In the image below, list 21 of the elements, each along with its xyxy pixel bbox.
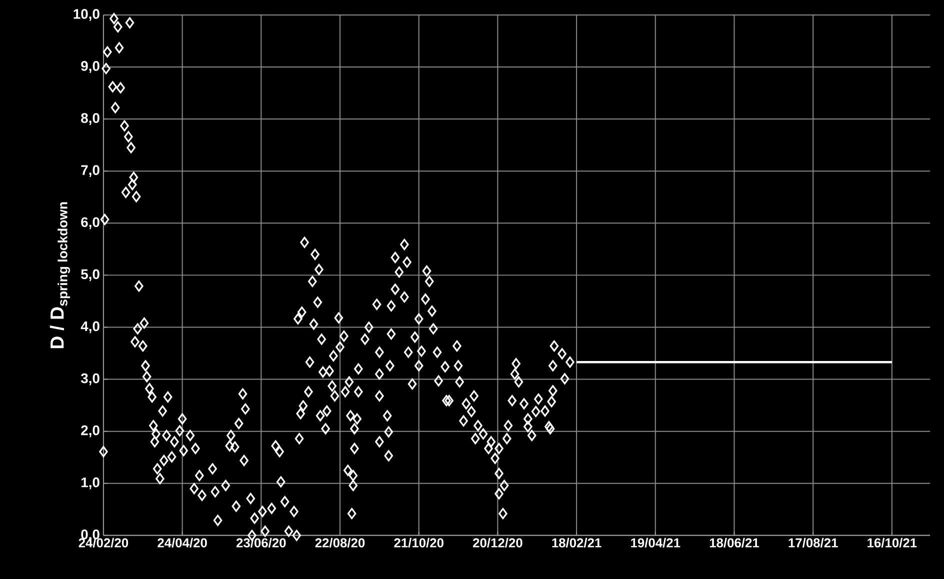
y-tick-label: 6,0 bbox=[81, 217, 100, 229]
y-tick-label: 10,0 bbox=[74, 8, 100, 21]
x-tick-label: 19/04/21 bbox=[631, 538, 680, 548]
x-tick-label: 24/04/20 bbox=[158, 538, 207, 548]
x-tick-label: 20/12/20 bbox=[473, 538, 522, 548]
y-tick-label: 4,0 bbox=[80, 321, 100, 334]
y-axis-title: $\text{\bfseries D / D}_{\text{\bfseries spring lockdown}}$ bbox=[50, 202, 70, 348]
y-tick-label: 9,0 bbox=[81, 60, 100, 73]
x-tick-label: 17/08/21 bbox=[788, 538, 838, 548]
x-tick-label: 16/10/21 bbox=[868, 538, 917, 548]
y-tick-label: 8,0 bbox=[81, 112, 100, 125]
y-tick-label: 7,0 bbox=[81, 165, 100, 177]
x-tick-label: 22/08/20 bbox=[315, 538, 365, 548]
y-tick-label: 1,0 bbox=[81, 477, 100, 490]
y-tick-label: 5,0 bbox=[81, 269, 100, 281]
y-tick-label: 3,0 bbox=[80, 373, 100, 386]
y-tick-label: 2,0 bbox=[81, 425, 100, 438]
x-tick-label: 18/06/21 bbox=[710, 538, 760, 548]
x-tick-label: 21/10/20 bbox=[394, 538, 444, 548]
x-tick-label: 23/06/20 bbox=[236, 538, 286, 548]
x-tick-label: 18/02/21 bbox=[552, 538, 602, 548]
